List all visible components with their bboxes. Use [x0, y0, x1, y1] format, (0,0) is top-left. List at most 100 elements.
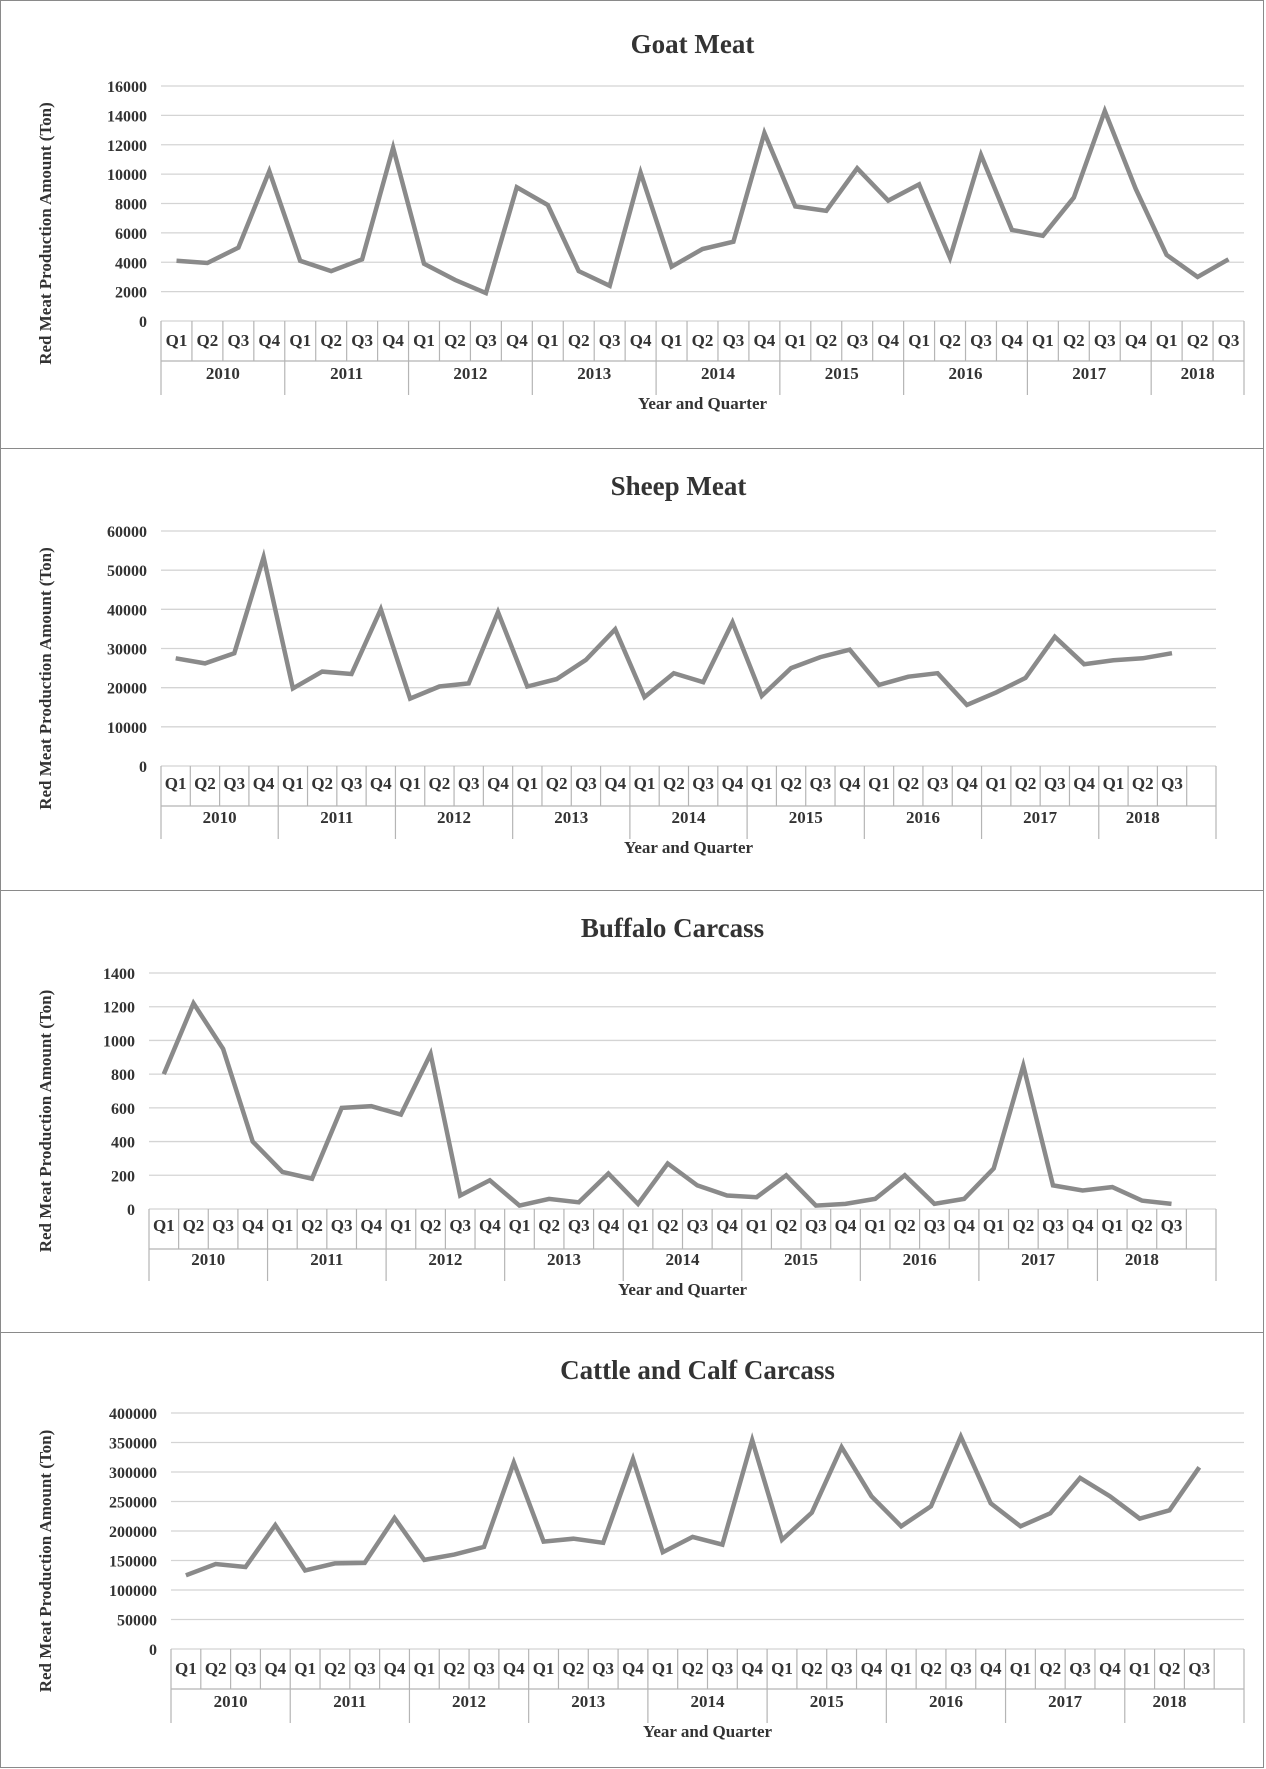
- sheep-series-line: [175, 548, 1173, 708]
- cattle-quarter-label: Q2: [324, 1659, 346, 1678]
- sheep-quarter-label: Q3: [458, 774, 480, 793]
- cattle-y-tick-label: 350000: [109, 1436, 157, 1453]
- buffalo-year-label: 2016: [903, 1250, 937, 1269]
- goat-year-label: 2013: [577, 364, 611, 383]
- sheep-year-label: 2017: [1023, 808, 1058, 827]
- sheep-quarter-label: Q3: [341, 774, 363, 793]
- buffalo-quarter-label: Q4: [479, 1216, 501, 1235]
- buffalo-quarter-label: Q4: [835, 1216, 857, 1235]
- goat-quarter-label: Q3: [1218, 331, 1240, 350]
- goat-y-tick-label: 14000: [107, 108, 147, 125]
- sheep-quarter-label: Q1: [516, 774, 538, 793]
- goat-quarter-label: Q4: [506, 331, 528, 350]
- sheep-x-axis-title: Year and Quarter: [624, 838, 754, 857]
- cattle-y-tick-label: 200000: [109, 1524, 157, 1541]
- cattle-quarter-label: Q4: [384, 1659, 406, 1678]
- goat-quarter-label: Q2: [320, 331, 342, 350]
- buffalo-y-tick-label: 0: [127, 1202, 135, 1219]
- buffalo-y-tick-label: 1400: [103, 966, 135, 983]
- cattle-y-tick-label: 400000: [109, 1406, 157, 1423]
- buffalo-quarter-label: Q1: [1101, 1216, 1123, 1235]
- goat-quarter-label: Q4: [258, 331, 280, 350]
- goat-quarter-label: Q1: [908, 331, 930, 350]
- goat-quarter-label: Q2: [692, 331, 714, 350]
- goat-quarter-label: Q3: [475, 331, 497, 350]
- goat-year-label: 2010: [206, 364, 240, 383]
- goat-quarter-label: Q3: [351, 331, 373, 350]
- goat-y-tick-label: 10000: [107, 167, 147, 184]
- sheep-year-label: 2013: [554, 808, 588, 827]
- cattle-y-axis-title: Red Meat Production Amount (Ton): [36, 1430, 55, 1693]
- cattle-quarter-label: Q1: [890, 1659, 912, 1678]
- goat-quarter-label: Q4: [877, 331, 899, 350]
- cattle-quarter-label: Q1: [1129, 1659, 1151, 1678]
- cattle-quarter-label: Q3: [950, 1659, 972, 1678]
- sheep-quarter-label: Q4: [604, 774, 626, 793]
- cattle-year-label: 2017: [1048, 1692, 1083, 1711]
- cattle-year-label: 2010: [214, 1692, 248, 1711]
- goat-quarter-label: Q2: [939, 331, 961, 350]
- cattle-quarter-label: Q1: [294, 1659, 316, 1678]
- sheep-y-tick-label: 60000: [107, 524, 147, 541]
- goat-quarter-label: Q2: [444, 331, 466, 350]
- buffalo-y-axis-title: Red Meat Production Amount (Ton): [36, 990, 55, 1253]
- buffalo-quarter-label: Q3: [1161, 1216, 1183, 1235]
- buffalo-quarter-label: Q4: [1072, 1216, 1094, 1235]
- buffalo-year-label: 2015: [784, 1250, 818, 1269]
- sheep-quarter-label: Q2: [1015, 774, 1037, 793]
- cattle-y-tick-label: 0: [149, 1642, 157, 1659]
- buffalo-quarter-label: Q4: [360, 1216, 382, 1235]
- buffalo-year-label: 2013: [547, 1250, 581, 1269]
- cattle-quarter-label: Q4: [980, 1659, 1002, 1678]
- buffalo-x-axis-title: Year and Quarter: [618, 1280, 748, 1299]
- sheep-year-label: 2010: [203, 808, 237, 827]
- sheep-quarter-label: Q4: [1073, 774, 1095, 793]
- buffalo-quarter-label: Q2: [420, 1216, 442, 1235]
- cattle-year-label: 2012: [452, 1692, 486, 1711]
- goat-quarter-label: Q3: [846, 331, 868, 350]
- buffalo-quarter-label: Q2: [1012, 1216, 1034, 1235]
- sheep-quarter-label: Q2: [663, 774, 685, 793]
- cattle-year-label: 2016: [929, 1692, 963, 1711]
- cattle-year-label: 2015: [810, 1692, 844, 1711]
- buffalo-quarter-label: Q4: [716, 1216, 738, 1235]
- sheep-quarter-label: Q4: [956, 774, 978, 793]
- goat-y-tick-label: 6000: [115, 226, 147, 243]
- sheep-chart-title: Sheep Meat: [611, 471, 747, 501]
- cattle-quarter-label: Q4: [861, 1659, 883, 1678]
- sheep-quarter-label: Q1: [399, 774, 421, 793]
- cattle-quarter-label: Q1: [533, 1659, 555, 1678]
- cattle-quarter-label: Q1: [652, 1659, 674, 1678]
- goat-quarter-label: Q4: [630, 331, 652, 350]
- buffalo-year-label: 2012: [428, 1250, 462, 1269]
- sheep-quarter-label: Q3: [1161, 774, 1183, 793]
- cattle-quarter-label: Q3: [1069, 1659, 1091, 1678]
- buffalo-quarter-label: Q1: [983, 1216, 1005, 1235]
- goat-y-tick-label: 0: [139, 314, 147, 331]
- goat-quarter-label: Q4: [1001, 331, 1023, 350]
- cattle-calf-carcass-chart-panel: Cattle and Calf Carcass 0 50000 100000 15000…: [0, 1332, 1264, 1768]
- cattle-quarter-label: Q3: [235, 1659, 257, 1678]
- cattle-quarter-label: Q2: [205, 1659, 227, 1678]
- sheep-y-tick-label: 10000: [107, 720, 147, 737]
- sheep-year-label: 2011: [320, 808, 353, 827]
- goat-quarter-label: Q1: [537, 331, 559, 350]
- goat-series-line: [176, 104, 1230, 297]
- sheep-year-label: 2014: [672, 808, 707, 827]
- buffalo-quarter-label: Q4: [242, 1216, 264, 1235]
- cattle-quarter-label: Q2: [1159, 1659, 1181, 1678]
- buffalo-quarter-label: Q3: [805, 1216, 827, 1235]
- cattle-y-tick-label: 300000: [109, 1465, 157, 1482]
- sheep-quarter-label: Q1: [985, 774, 1007, 793]
- sheep-quarter-label: Q3: [810, 774, 832, 793]
- buffalo-quarter-label: Q3: [449, 1216, 471, 1235]
- goat-quarter-label: Q3: [227, 331, 249, 350]
- sheep-y-tick-label: 0: [139, 759, 147, 776]
- sheep-quarter-label: Q1: [868, 774, 890, 793]
- goat-year-label: 2014: [701, 364, 736, 383]
- goat-quarter-label: Q1: [1032, 331, 1054, 350]
- cattle-quarter-label: Q4: [1099, 1659, 1121, 1678]
- buffalo-quarter-label: Q1: [627, 1216, 649, 1235]
- cattle-series-line: [185, 1430, 1202, 1578]
- buffalo-quarter-label: Q1: [272, 1216, 294, 1235]
